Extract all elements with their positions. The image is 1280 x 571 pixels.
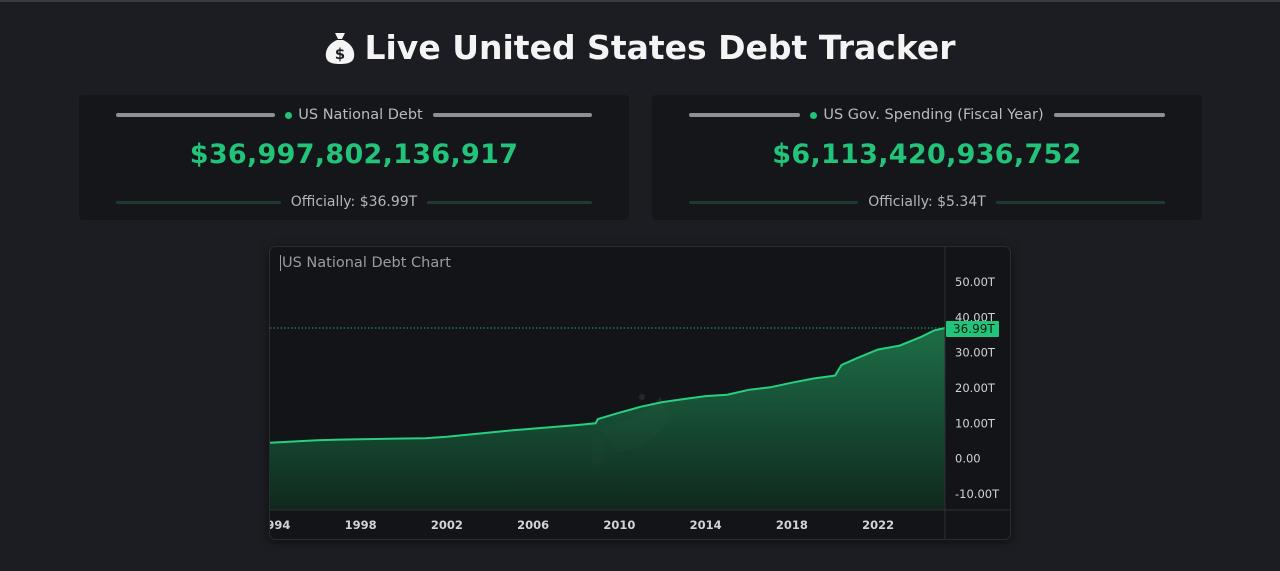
debt-area-fill [270,328,945,510]
x-tick-label: 1998 [345,518,377,532]
x-tick-label: 2018 [776,518,808,532]
x-tick-label: 2010 [603,518,635,532]
x-tick-label: 2006 [517,518,549,532]
live-indicator-dot [285,111,293,119]
national-debt-amount: $36,997,802,136,917 [189,139,519,170]
gov-spending-card: US Gov. Spending (Fiscal Year) $6,113,42… [652,95,1202,220]
current-value-label: 36.99T [953,322,995,336]
y-tick-label: -10.00T [955,487,1000,501]
x-tick-label: 2002 [431,518,463,532]
divider [116,113,276,117]
current-value-badge [946,320,999,337]
divider [432,113,592,117]
gov-spending-label: US Gov. Spending (Fiscal Year) [823,107,1044,123]
x-tick-label: 1994 [270,518,290,532]
chart-title: US National Debt Chart [280,255,451,271]
national-debt-official: Officially: $36.99T [290,194,418,210]
y-tick-label: 0.00 [955,452,981,466]
divider [995,200,1166,204]
y-tick-label: 40.00T [955,310,996,324]
y-tick-label: 10.00T [955,416,996,430]
x-tick-label: 2022 [862,518,894,532]
divider [689,200,859,204]
y-tick-label: 50.00T [955,275,996,289]
national-debt-label: US National Debt [298,107,423,123]
page-title-text: Live United States Debt Tracker [364,28,956,67]
svg-text:$: $ [335,45,345,63]
debt-chart[interactable]: 50.00T 40.00T 30.00T 20.00T 10.00T 0.00 -10.00… [270,247,1011,540]
debt-chart-panel[interactable]: 50.00T 40.00T 30.00T 20.00T 10.00T 0.00 -10.00… [269,246,1011,540]
y-tick-label: 20.00T [955,381,996,395]
divider [116,200,281,204]
gov-spending-official: Officially: $5.34T [868,194,986,210]
divider [1053,113,1165,117]
y-tick-label: 30.00T [955,346,996,360]
divider [689,113,801,117]
national-debt-card: US National Debt $36,997,802,136,917 Off… [79,95,629,220]
x-tick-label: 2014 [690,518,722,532]
gov-spending-amount: $6,113,420,936,752 [772,139,1082,170]
divider [427,200,593,204]
money-bag-icon: $ [326,32,355,64]
page-title: $ Live United States Debt Tracker [0,28,1280,67]
debt-series-line [270,327,946,444]
live-indicator-dot [810,111,818,119]
